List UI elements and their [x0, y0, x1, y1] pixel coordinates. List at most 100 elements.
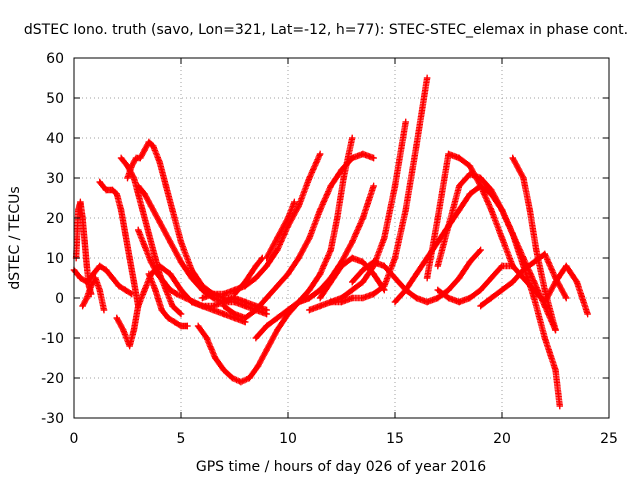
data-point [526, 206, 534, 214]
data-point [359, 266, 367, 274]
data-point [370, 258, 377, 266]
data-point [149, 142, 157, 150]
data-point [274, 234, 281, 242]
series-8 [135, 226, 249, 326]
series-14 [263, 198, 298, 262]
data-point [79, 302, 86, 310]
data-point [520, 274, 527, 282]
data-point [162, 182, 170, 190]
data-point [263, 294, 270, 302]
data-point [145, 230, 153, 238]
series-14-markers [263, 198, 298, 262]
data-point [456, 206, 463, 214]
series-18 [327, 74, 431, 306]
data-point [100, 306, 108, 314]
series-24 [509, 154, 559, 334]
data-point [349, 134, 356, 142]
series-12 [199, 150, 324, 302]
data-point [284, 310, 292, 318]
data-point [141, 286, 148, 294]
series-26 [477, 250, 570, 310]
data-point [530, 286, 538, 294]
data-point [122, 230, 129, 238]
data-point [466, 258, 474, 266]
data-point [220, 290, 227, 298]
data-point [402, 206, 409, 214]
data-point [252, 274, 260, 282]
data-point [520, 174, 527, 182]
data-point [79, 214, 86, 222]
data-point [92, 274, 99, 282]
data-point [370, 154, 377, 162]
grid [74, 58, 609, 418]
data-point [295, 254, 302, 262]
data-point [113, 190, 120, 198]
data-point [295, 202, 302, 210]
data-point [130, 174, 138, 182]
data-point [229, 374, 236, 382]
data-point [135, 226, 142, 234]
data-point [563, 294, 570, 302]
chart-title: dSTEC Iono. truth (savo, Lon=321, Lat=-1… [24, 22, 628, 38]
series-3-markers [96, 178, 142, 310]
data-point [456, 274, 463, 282]
data-point [445, 294, 452, 302]
data-point [254, 362, 262, 370]
data-point [194, 322, 202, 330]
data-point [177, 310, 185, 318]
series-16 [284, 134, 356, 318]
data-point [231, 310, 238, 318]
data-point [456, 182, 463, 190]
data-point [154, 270, 161, 278]
plot-frame [73, 57, 610, 419]
data-point [370, 270, 377, 278]
data-point [552, 366, 559, 374]
data-point [466, 170, 474, 178]
data-point [102, 266, 110, 274]
data-point [169, 206, 176, 214]
y-tick-label: 50 [46, 91, 64, 107]
data-point [359, 150, 367, 158]
data-point [126, 254, 133, 262]
data-point [160, 278, 168, 286]
data-point [263, 254, 270, 262]
data-point [530, 258, 538, 266]
data-point [434, 286, 441, 294]
data-point [139, 206, 146, 214]
series-19 [316, 254, 388, 302]
data-point [370, 182, 377, 190]
data-point [413, 294, 420, 302]
data-point [391, 298, 399, 306]
data-point [199, 302, 206, 310]
data-point [456, 154, 463, 162]
data-point [359, 258, 367, 266]
data-point [488, 186, 495, 194]
data-point [126, 342, 133, 350]
data-point [306, 286, 313, 294]
data-point [130, 326, 138, 334]
data-point [584, 310, 591, 318]
data-point [359, 294, 367, 302]
data-point [413, 270, 420, 278]
data-point [327, 246, 334, 254]
data-point [87, 282, 95, 290]
data-point [242, 278, 249, 286]
data-point [541, 286, 548, 294]
data-point [349, 286, 356, 294]
x-tick-labels: 0 5 10 15 20 25 [70, 431, 618, 447]
x-tick-label: 10 [279, 431, 297, 447]
data-point [135, 182, 142, 190]
data-point [327, 182, 334, 190]
series-25 [434, 262, 591, 318]
data-point [327, 278, 334, 286]
data-point [434, 214, 441, 222]
data-point [274, 314, 281, 322]
data-point [83, 294, 91, 302]
data-point [184, 322, 191, 330]
data-point [263, 346, 270, 354]
data-point [96, 286, 103, 294]
data-point [199, 294, 206, 302]
data-point [152, 286, 159, 294]
data-point [466, 190, 474, 198]
data-point [156, 218, 163, 226]
